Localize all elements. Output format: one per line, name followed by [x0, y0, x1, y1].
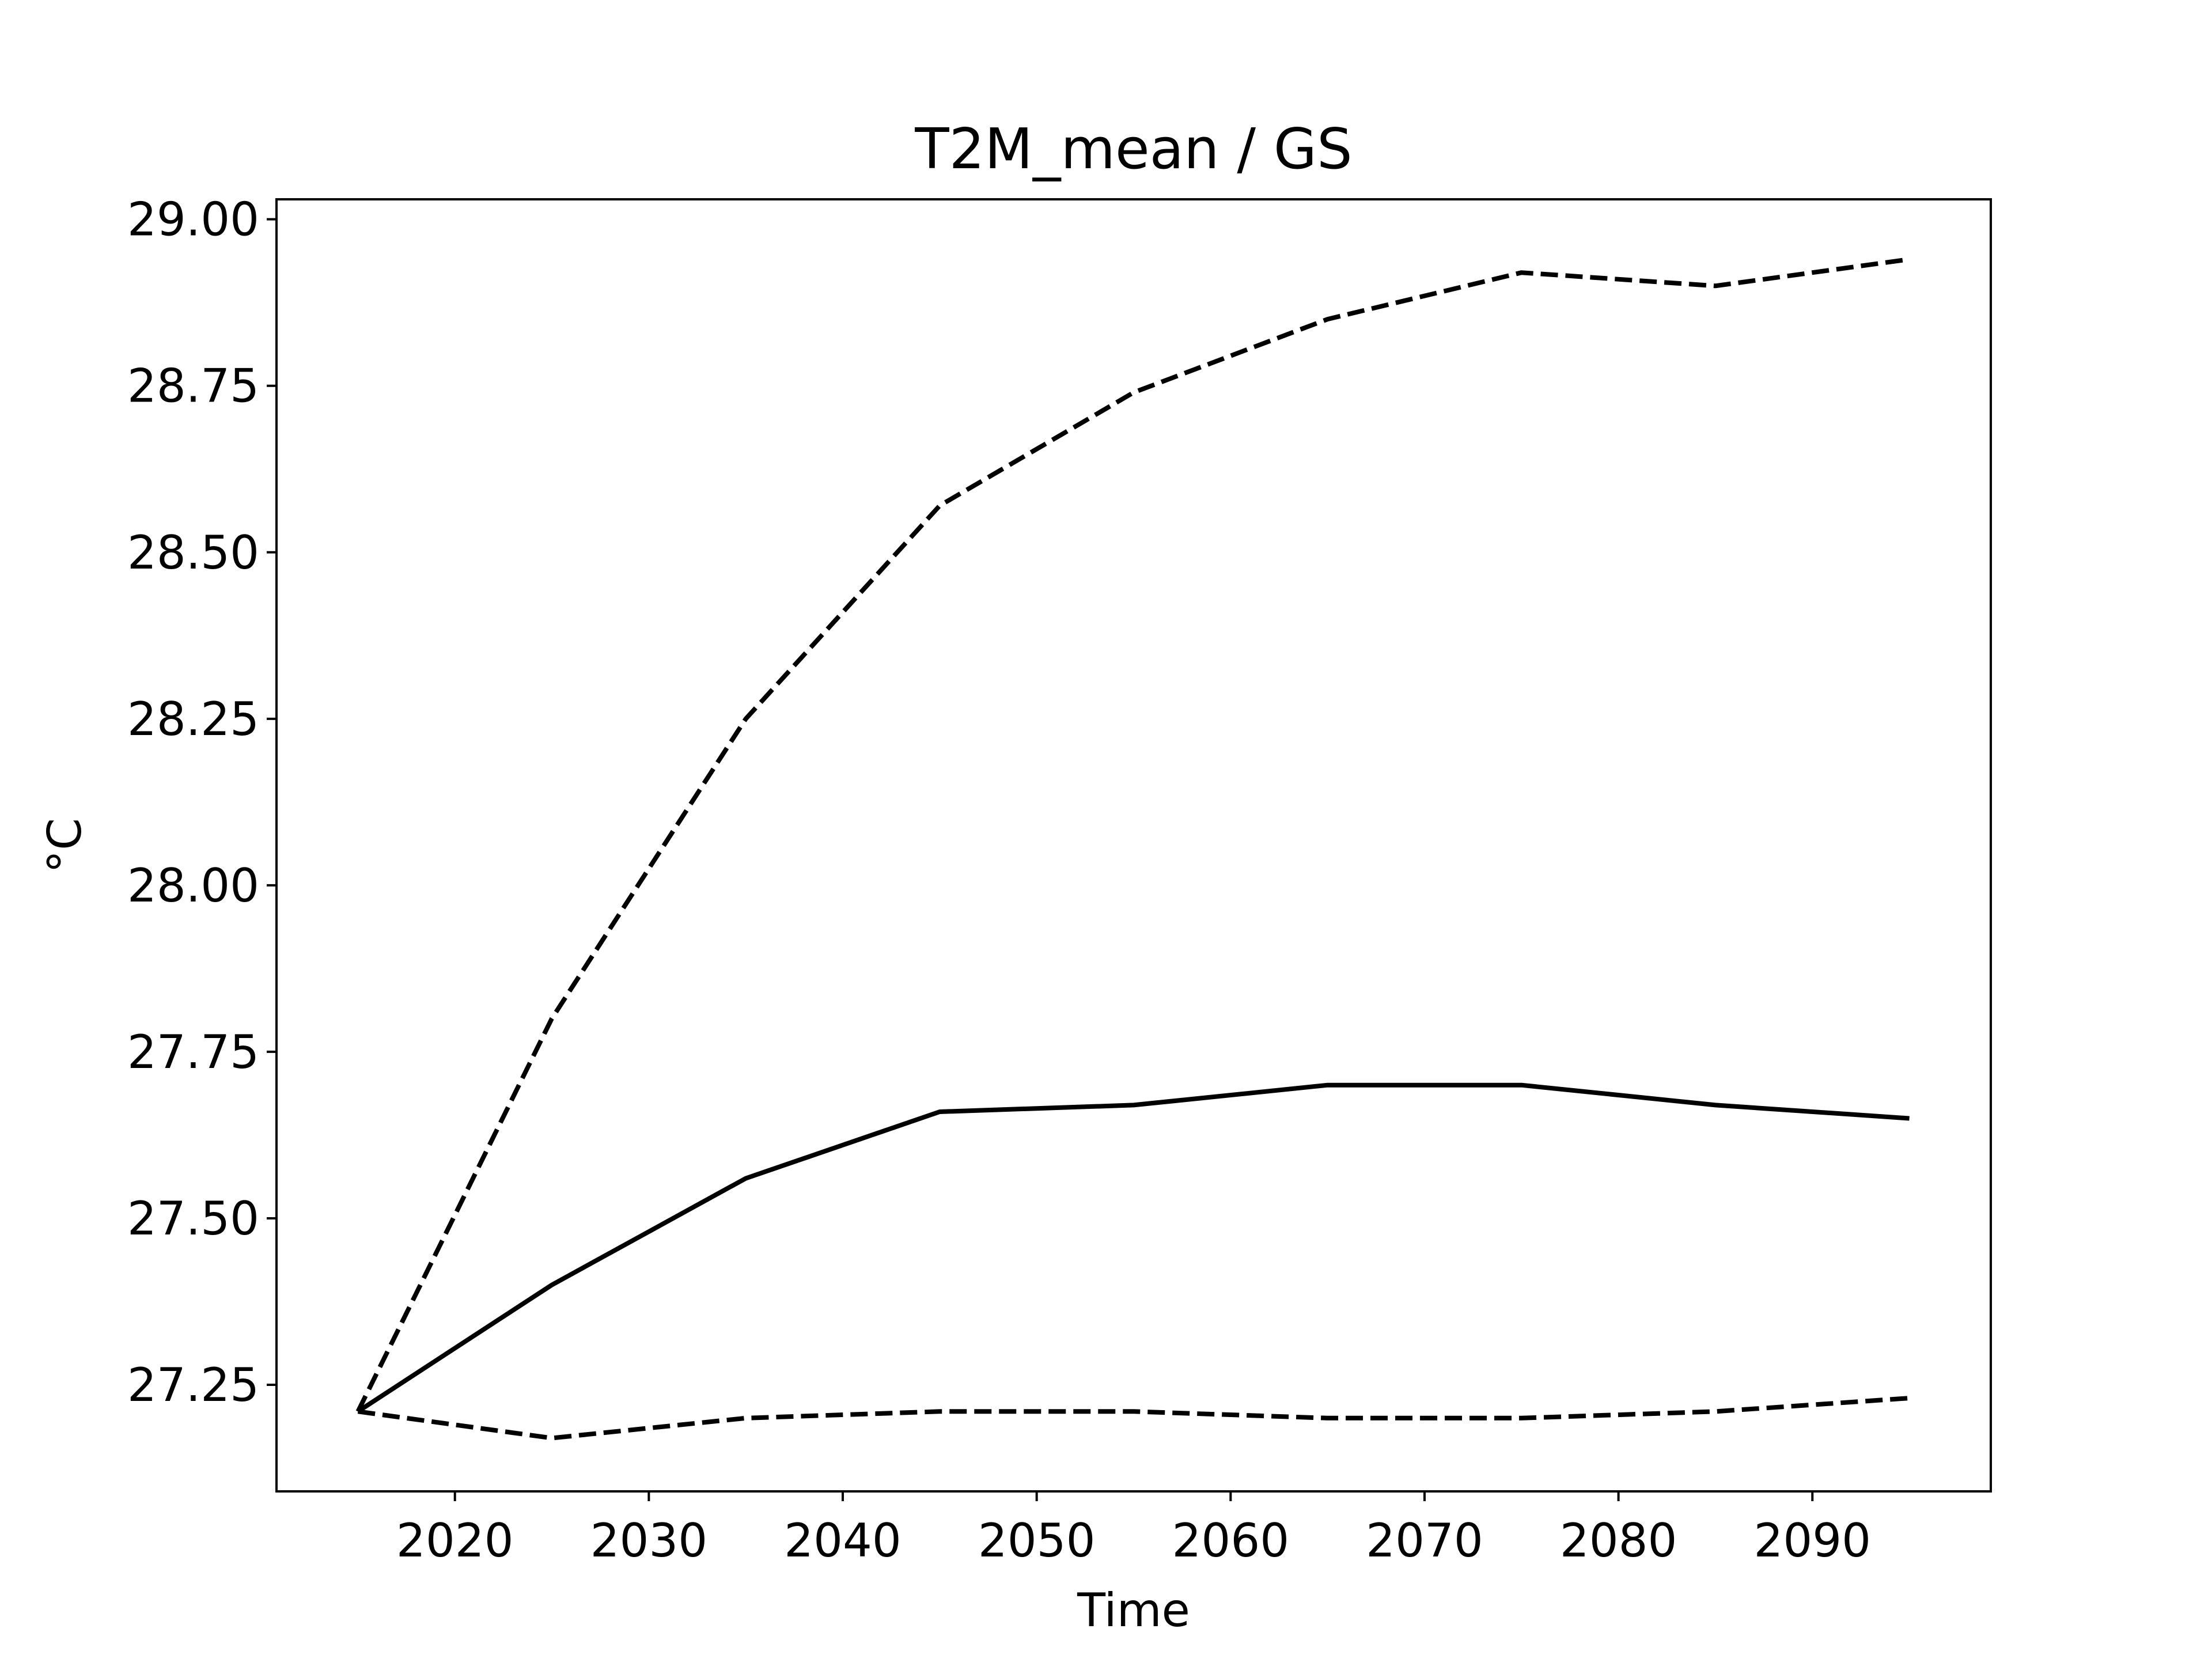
y-axis-label: °C [38, 818, 92, 873]
series-line-3 [357, 1396, 1910, 1441]
x-tick-label: 2040 [784, 1514, 902, 1567]
plot-area [355, 257, 1910, 1441]
y-tick-label: 28.75 [127, 359, 259, 413]
x-tick-label: 2070 [1366, 1514, 1483, 1567]
series-line-1 [357, 1082, 1910, 1414]
y-tick-label: 29.00 [127, 193, 259, 247]
series-line-2 [355, 257, 1910, 1413]
x-axis-label: Time [1077, 1584, 1190, 1637]
plot-frame [275, 198, 1992, 1493]
x-tick-label: 2080 [1560, 1514, 1677, 1567]
x-tick-label: 2030 [590, 1514, 708, 1567]
y-tick-label: 28.50 [127, 526, 259, 579]
y-tick-label: 27.75 [127, 1025, 259, 1079]
y-tick-label: 27.50 [127, 1192, 259, 1245]
x-tick-label: 2050 [978, 1514, 1096, 1567]
x-axis: 2020 2030 2040 2050 2060 2070 2080 2090 [396, 1491, 1871, 1567]
y-axis: 27.25 27.50 27.75 28.00 28.25 28.50 28.75 29.00 [127, 193, 276, 1412]
x-tick-label: 2090 [1753, 1514, 1871, 1567]
y-tick-label: 27.25 [127, 1358, 259, 1412]
y-tick-label: 28.25 [127, 692, 259, 746]
x-tick-label: 2020 [396, 1514, 514, 1567]
y-tick-label: 28.00 [127, 859, 259, 912]
x-tick-label: 2060 [1172, 1514, 1290, 1567]
chart-title: T2M_mean / GS [914, 116, 1352, 181]
